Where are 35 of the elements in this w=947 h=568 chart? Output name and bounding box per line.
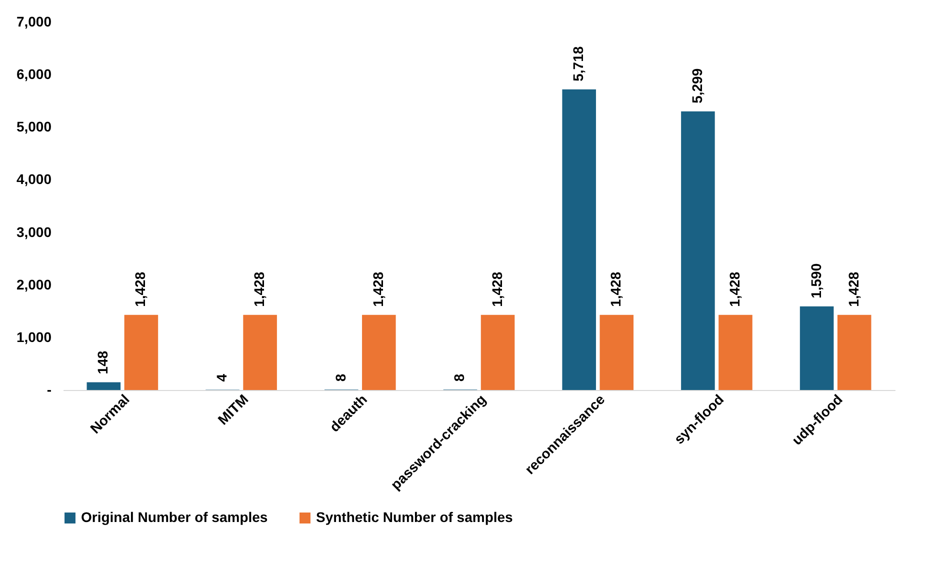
data-label: 1,428: [726, 272, 742, 307]
data-label: 1,428: [488, 272, 505, 307]
data-label: 1,590: [808, 263, 824, 298]
data-label: 8: [451, 374, 468, 382]
data-label: 5,718: [570, 46, 586, 82]
y-tick-label: 6,000: [16, 66, 52, 82]
bar: [837, 314, 872, 390]
data-label: 1,428: [132, 272, 148, 307]
y-tick-label: 3,000: [16, 224, 52, 240]
data-label: 4: [214, 374, 230, 382]
bar: [243, 314, 277, 390]
bar: [480, 314, 515, 390]
y-tick-label: 2,000: [16, 276, 52, 292]
y-tick-label: 5,000: [16, 118, 52, 135]
y-tick-label: 7,000: [16, 14, 52, 30]
data-label: 1,428: [845, 272, 862, 307]
legend-label: Synthetic Number of samples: [316, 509, 514, 525]
legend-label: Original Number of samples: [81, 509, 268, 525]
bar: [362, 314, 396, 390]
y-tick-label: -: [46, 382, 52, 398]
bar: [124, 314, 158, 390]
bar: [681, 111, 715, 390]
data-label: 8: [332, 374, 348, 382]
bar: [86, 382, 121, 390]
data-label: 5,299: [688, 68, 705, 104]
y-tick-label: 4,000: [16, 171, 52, 188]
bar: [600, 314, 634, 390]
data-label: 1,428: [251, 272, 268, 307]
data-label: 1,428: [370, 272, 386, 307]
y-tick-label: 1,000: [16, 328, 52, 345]
data-label: 1,428: [608, 272, 624, 307]
bar: [718, 314, 752, 390]
bar: [800, 306, 834, 390]
bar: [562, 89, 596, 390]
data-label: 148: [94, 350, 111, 374]
